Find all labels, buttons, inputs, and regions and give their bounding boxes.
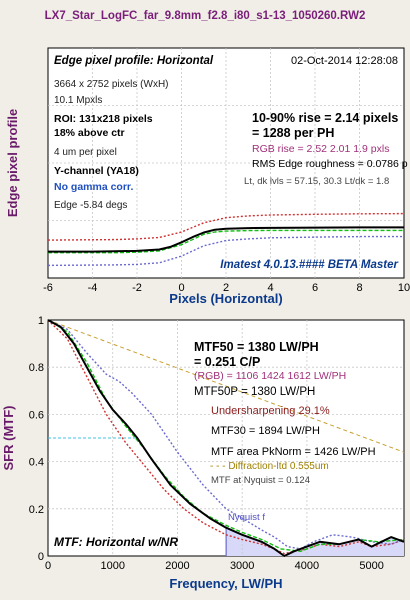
edge-x-tick-labels: -6 -4 -2 0 2 4 6 8 10 — [43, 282, 410, 294]
edge-date: 02-Oct-2014 12:28:08 — [291, 55, 398, 67]
edge-info-channel: Y-channel (YA18) — [54, 165, 139, 177]
mtf-ylabel: SFR (MTF) — [1, 406, 16, 471]
x-tick-label: 0 — [178, 282, 184, 294]
mtf30-text: MTF30 = 1894 LW/PH — [211, 425, 320, 437]
x-tick-label: 8 — [356, 282, 362, 294]
blue-series-line — [47, 319, 405, 550]
green-series-line — [48, 229, 404, 254]
x-tick-label: 5000 — [359, 560, 383, 572]
y-tick-label: 0.8 — [29, 362, 44, 374]
x-tick-label: 2000 — [165, 560, 189, 572]
diffraction-series-line — [47, 319, 405, 453]
mtf-plot-frame — [47, 319, 405, 557]
edge-title: Edge pixel profile: Horizontal — [54, 55, 214, 67]
mtf-nyquist-fill — [225, 526, 404, 556]
y-tick-label: 0 — [38, 551, 44, 563]
edge-ylabel: Edge pixel profile — [5, 109, 20, 217]
edge-info-gamma: No gamma corr. — [54, 181, 133, 193]
pknorm-text: MTF area PkNorm = 1426 LW/PH — [211, 446, 376, 458]
edge-info-um: 4 um per pixel — [54, 147, 117, 158]
edge-series — [47, 212, 405, 267]
diffraction-text: - - - Diffraction-ltd 0.555um — [210, 461, 329, 472]
x-tick-label: -4 — [88, 282, 98, 294]
edge-info-mpx: 10.1 Mpxls — [54, 95, 102, 106]
edge-grid — [48, 48, 404, 278]
edge-roughness: RMS Edge roughness = 0.0786 p — [252, 158, 408, 170]
x-tick-label: 1000 — [100, 560, 124, 572]
edge-info-ctr: 18% above ctr — [54, 127, 125, 139]
x-tick-label: 4 — [267, 282, 273, 294]
y-tick-label: 1 — [38, 315, 44, 327]
mtf-xlabel: Frequency, LW/PH — [169, 576, 282, 591]
mtf-grid — [48, 320, 404, 556]
x-tick-label: 4000 — [295, 560, 319, 572]
edge-info-dims: 3664 x 2752 pixels (WxH) — [54, 79, 169, 90]
x-tick-label: 10 — [398, 282, 410, 294]
mtf-cpp-text: = 0.251 C/P — [194, 355, 260, 369]
edge-info-roi: ROI: 131x218 pixels — [54, 113, 153, 125]
window-title: LX7_Star_LogFC_far_9.8mm_f2.8_i80_s1-13_… — [45, 10, 366, 22]
nyquist-area — [226, 527, 404, 556]
y-tick-label: 0.2 — [29, 504, 44, 516]
main-series-line — [47, 319, 405, 557]
edge-watermark: Imatest 4.0.13.#### BETA Master — [220, 259, 398, 271]
blue-series-line — [47, 235, 404, 267]
main-series-line — [48, 226, 404, 253]
mtf-title: MTF: Horizontal w/NR — [54, 535, 178, 549]
mtf-x-tick-labels: 0 1000 2000 3000 4000 5000 — [45, 560, 384, 572]
x-tick-label: 2 — [223, 282, 229, 294]
nyquist-mtf-text: MTF at Nyquist = 0.124 — [211, 475, 310, 486]
mtf50p-text: MTF50P = 1380 LW/PH — [194, 386, 315, 398]
edge-rise: 10-90% rise = 2.14 pixels — [252, 111, 398, 125]
x-tick-label: 6 — [312, 282, 318, 294]
edge-rgb-rise: RGB rise = 2.52 2.01 1.9 pxls — [252, 143, 389, 155]
x-tick-label: -2 — [132, 282, 142, 294]
x-tick-label: 3000 — [230, 560, 254, 572]
red-series-line — [47, 319, 405, 555]
nyquist-label: Nyquist f — [228, 512, 265, 523]
undersharp-text: Undersharpening 29.1% — [211, 405, 330, 417]
x-tick-label: -6 — [43, 282, 53, 294]
mtf50-text: MTF50 = 1380 LW/PH — [194, 340, 319, 354]
red-series-line — [47, 212, 405, 241]
mtf-series — [47, 319, 405, 557]
mtf-rgb-text: (RGB) = 1106 1424 1612 LW/PH — [194, 370, 346, 382]
x-tick-label: 0 — [45, 560, 51, 572]
y-tick-label: 0.4 — [29, 457, 44, 469]
mtf-y-tick-labels: 0 0.2 0.4 0.6 0.8 1 — [29, 315, 44, 563]
edge-rise-ph: = 1288 per PH — [252, 126, 334, 140]
edge-info-angle: Edge -5.84 degs — [54, 200, 127, 211]
y-tick-label: 0.6 — [29, 409, 44, 421]
edge-levels: Lt, dk lvls = 57.15, 30.3 Lt/dk = 1.8 — [244, 176, 389, 187]
edge-xlabel: Pixels (Horizontal) — [169, 291, 282, 306]
